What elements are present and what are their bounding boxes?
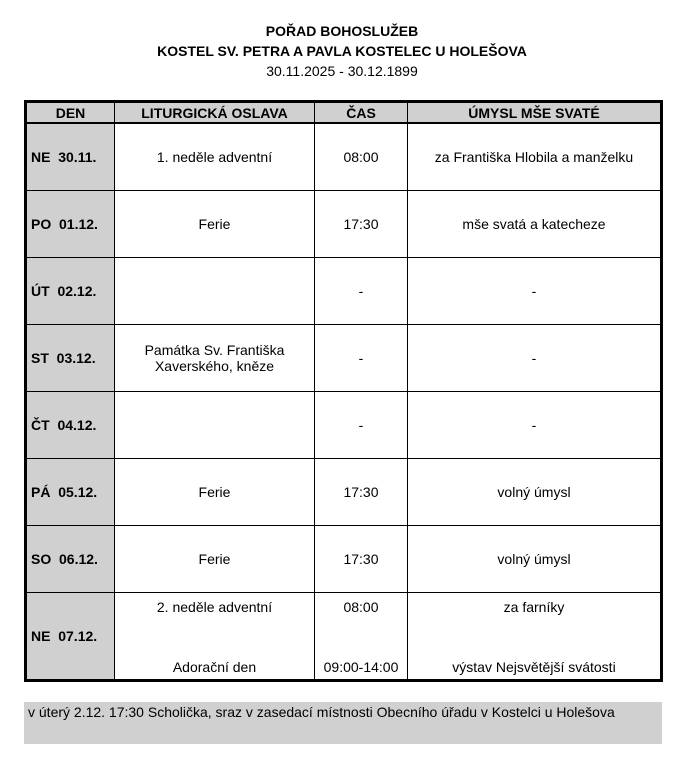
intention-cell: - [407, 391, 662, 459]
time-cell: 17:30 [314, 525, 408, 593]
table-row: ÚT 02.12. - - [25, 257, 662, 325]
feast-cell: Ferie [114, 458, 315, 526]
table-row: ČT 04.12. - - [25, 391, 662, 459]
table-row: SO 06.12. Ferie 17:30 volný úmysl [25, 525, 662, 593]
col-time: ČAS [314, 101, 408, 124]
intention-cell: - [407, 324, 662, 392]
schedule-table: DEN LITURGICKÁ OSLAVA ČAS ÚMYSL MŠE SVAT… [24, 100, 663, 682]
feast-cell-2: Adorační den [172, 659, 257, 675]
time-cell: 08:00 [343, 599, 379, 615]
day-cell: PO 01.12. [25, 190, 115, 258]
table-row: NE 30.11. 1. neděle adventní 08:00 za Frant… [25, 122, 662, 191]
table-header: DEN LITURGICKÁ OSLAVA ČAS ÚMYSL MŠE SVAT… [25, 101, 662, 124]
table-row: NE 07.12. 2. neděle adventní Adorační den… [25, 592, 662, 681]
day-cell: NE 07.12. [25, 592, 115, 681]
intention-cell: volný úmysl [407, 525, 662, 593]
intention-cell: za Františka Hlobila a manželku [407, 122, 662, 191]
table-row: PO 01.12. Ferie 17:30 mše svatá a katecheze [25, 190, 662, 258]
day-cell: ČT 04.12. [25, 391, 115, 459]
feast-cell: Ferie [114, 190, 315, 258]
note-box: v úterý 2.12. 17:30 Scholička, sraz v za… [24, 702, 662, 744]
col-intention: ÚMYSL MŠE SVATÉ [407, 101, 662, 124]
table-row: ST 03.12. Památka Sv. Františka Xaverskéh… [25, 324, 662, 392]
time-cell: - [314, 324, 408, 392]
feast-cell: 1. neděle adventní [114, 122, 315, 191]
feast-cell [114, 257, 315, 325]
day-cell: PÁ 05.12. [25, 458, 115, 526]
time-cell: 08:00 [314, 122, 408, 191]
church-name: KOSTEL SV. PETRA A PAVLA KOSTELEC U HOLE… [157, 43, 527, 59]
col-day: DEN [25, 101, 115, 124]
intention-cell: mše svatá a katecheze [407, 190, 662, 258]
intention-cell: za farníky [503, 599, 565, 615]
table-row: PÁ 05.12. Ferie 17:30 volný úmysl [25, 458, 662, 526]
intention-cell-2: výstav Nejsvětější svátosti [452, 659, 616, 675]
time-cell: - [314, 257, 408, 325]
day-cell: ÚT 02.12. [25, 257, 115, 325]
page-title: POŘAD BOHOSLUŽEB [265, 23, 419, 39]
feast-cell: 2. neděle adventní [156, 599, 273, 615]
day-cell: SO 06.12. [25, 525, 115, 593]
feast-cell: Ferie [114, 525, 315, 593]
day-cell: ST 03.12. [25, 324, 115, 392]
time-cell: 17:30 [314, 458, 408, 526]
day-cell: NE 30.11. [25, 122, 115, 191]
feast-cell [114, 391, 315, 459]
intention-cell: - [407, 257, 662, 325]
date-range: 30.11.2025 - 30.12.1899 [266, 63, 418, 79]
time-cell: 17:30 [314, 190, 408, 258]
intention-cell: volný úmysl [407, 458, 662, 526]
col-feast: LITURGICKÁ OSLAVA [114, 101, 315, 124]
time-cell: - [314, 391, 408, 459]
time-cell-2: 09:00-14:00 [323, 659, 399, 675]
feast-cell: Památka Sv. Františka Xaverského, kněze [114, 324, 315, 392]
